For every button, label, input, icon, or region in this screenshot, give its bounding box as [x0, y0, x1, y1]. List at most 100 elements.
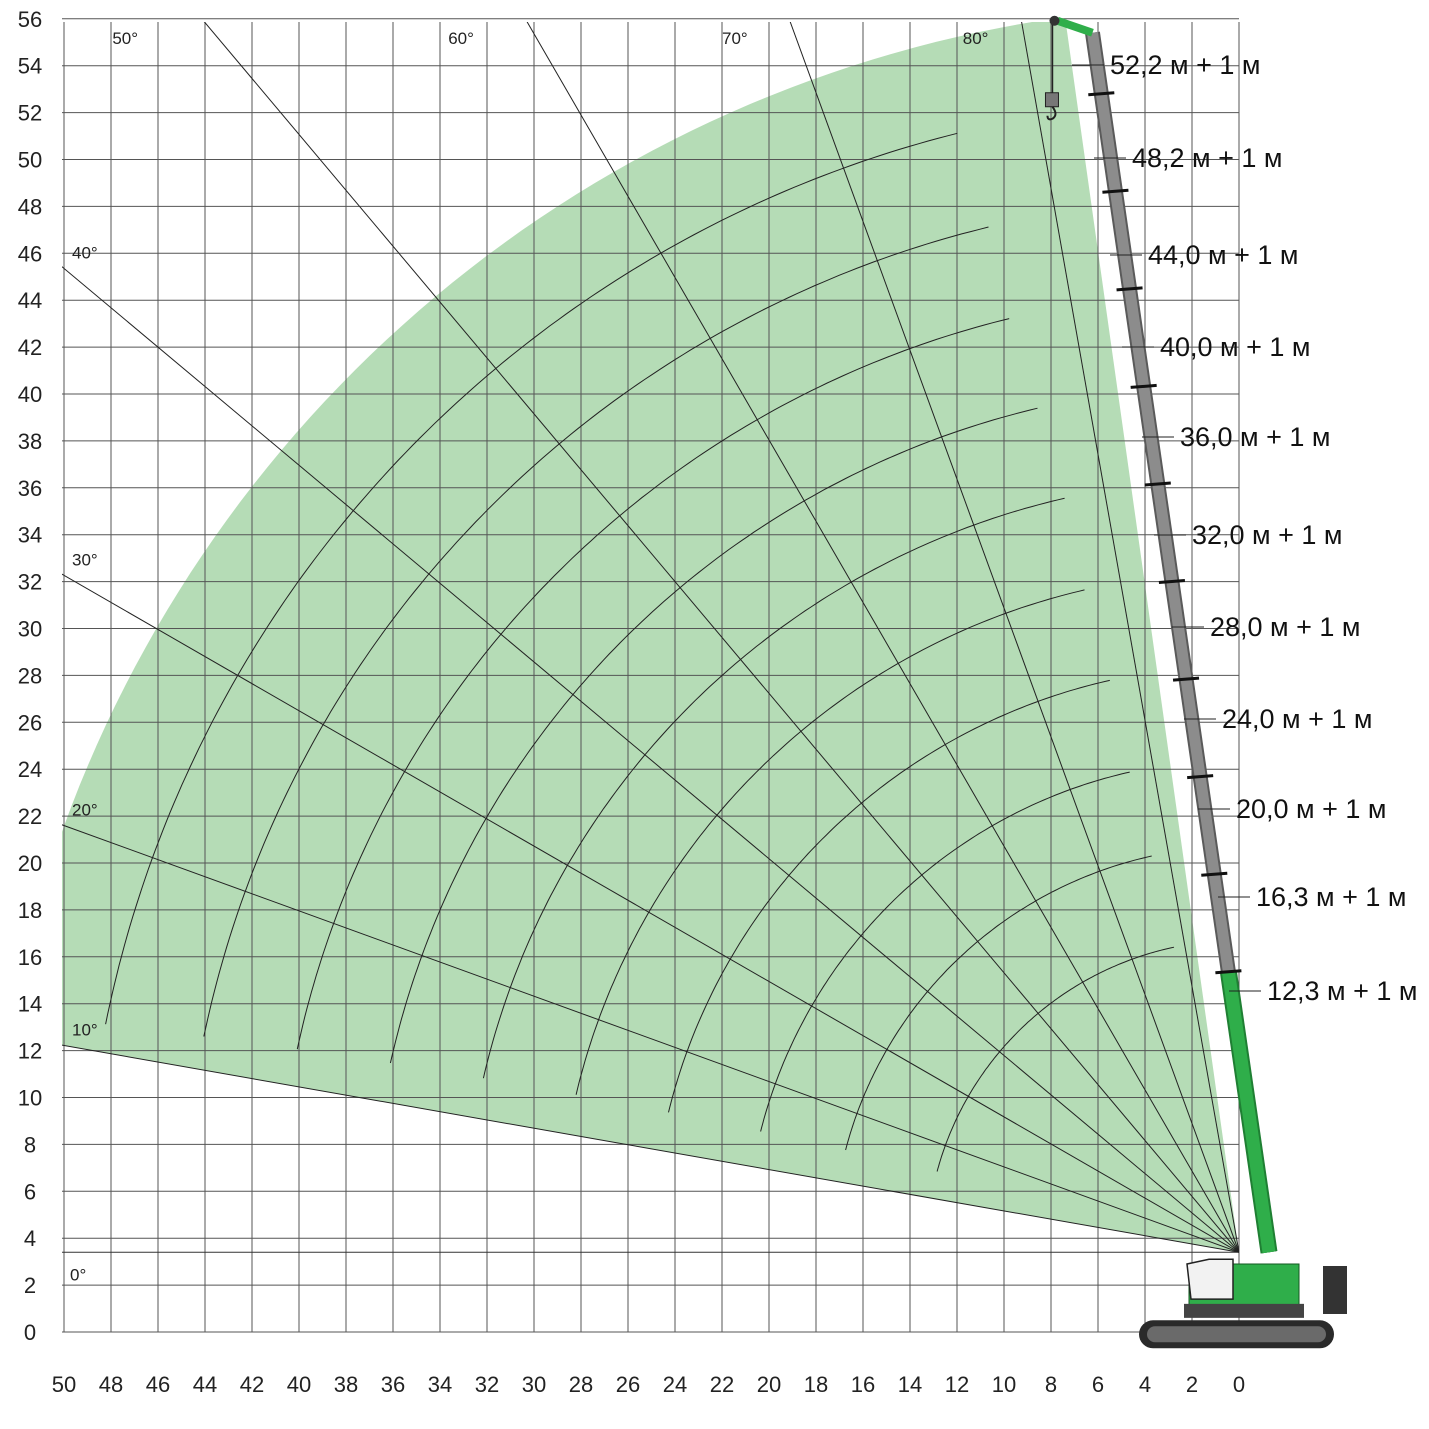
y-tick-label: 44 — [18, 288, 42, 313]
hook-block — [1044, 92, 1059, 108]
sheave — [1049, 15, 1060, 26]
y-tick-label: 28 — [18, 663, 42, 688]
y-tick-label: 38 — [18, 429, 42, 454]
y-tick-label: 56 — [18, 7, 42, 32]
y-tick-label: 8 — [24, 1132, 36, 1157]
y-tick-label: 0 — [24, 1320, 36, 1345]
angle-line — [62, 824, 1239, 1253]
x-tick-label: 46 — [146, 1372, 170, 1397]
y-tick-label: 36 — [18, 476, 42, 501]
x-tick-label: 8 — [1045, 1372, 1057, 1397]
boom-joint — [1130, 383, 1157, 389]
boom-length-label: 16,3 м + 1 м — [1256, 882, 1406, 912]
x-tick-label: 0 — [1233, 1372, 1245, 1397]
slewing-ring — [1184, 1303, 1304, 1318]
boom-arc — [105, 132, 958, 1025]
boom-joint — [1215, 969, 1242, 975]
y-tick-label: 50 — [18, 148, 42, 173]
x-tick-label: 18 — [804, 1372, 828, 1397]
y-tick-label: 20 — [18, 851, 42, 876]
y-tick-label: 10 — [18, 1086, 42, 1111]
x-tick-label: 24 — [663, 1372, 687, 1397]
y-tick-label: 4 — [24, 1226, 36, 1251]
boom-arc — [296, 318, 1010, 1050]
x-tick-label: 10 — [992, 1372, 1016, 1397]
boom-length-label: 12,3 м + 1 м — [1267, 976, 1417, 1006]
labels-layer: 50 48 46 44 42 40 38 36 34 32 30 28 26 24 22 20 18 16 14 12… — [18, 7, 1418, 1397]
y-tick-label: 40 — [18, 382, 42, 407]
angle-label: 80° — [963, 29, 989, 48]
working-area — [62, 22, 1239, 1253]
y-tick-label: 52 — [18, 101, 42, 126]
boom-length-label: 24,0 м + 1 м — [1222, 704, 1372, 734]
boom-length-label: 52,2 м + 1 м — [1110, 50, 1260, 80]
angle-label: 10° — [72, 1021, 98, 1040]
boom-length-label: 28,0 м + 1 м — [1210, 612, 1360, 642]
boom-joint — [1144, 481, 1171, 487]
counterweight-plate — [1329, 1265, 1335, 1314]
y-tick-label: 16 — [18, 945, 42, 970]
x-tick-label: 48 — [99, 1372, 123, 1397]
boom-joint — [1102, 188, 1129, 194]
x-tick-label: 50 — [52, 1372, 76, 1397]
counterweight-plate — [1323, 1265, 1329, 1314]
y-tick-label: 46 — [18, 241, 42, 266]
crane-drawing — [1044, 15, 1347, 1349]
y-tick-label: 26 — [18, 710, 42, 735]
angle-label: 0° — [70, 1265, 86, 1284]
x-tick-label: 6 — [1092, 1372, 1104, 1397]
boom-arcs-layer — [105, 132, 1175, 1172]
y-tick-label: 22 — [18, 804, 42, 829]
working-area-layer — [62, 22, 1239, 1253]
x-tick-label: 22 — [710, 1372, 734, 1397]
boom-arc — [389, 407, 1038, 1064]
angle-lines-layer — [62, 22, 1239, 1253]
x-tick-label: 28 — [569, 1372, 593, 1397]
x-tick-label: 32 — [475, 1372, 499, 1397]
boom-joint — [1201, 871, 1228, 877]
angle-line — [203, 22, 1239, 1253]
boom-joint — [1116, 286, 1143, 292]
x-tick-label: 12 — [945, 1372, 969, 1397]
boom-arc — [845, 855, 1152, 1151]
y-tick-label: 2 — [24, 1273, 36, 1298]
boom-length-label: 40,0 м + 1 м — [1160, 332, 1310, 362]
y-tick-label: 32 — [18, 570, 42, 595]
y-tick-label: 54 — [18, 54, 42, 79]
boom-base — [1221, 970, 1276, 1254]
x-tick-label: 40 — [287, 1372, 311, 1397]
angle-line — [1021, 22, 1239, 1253]
boom-length-label: 44,0 м + 1 м — [1148, 240, 1298, 270]
boom-arc — [760, 771, 1130, 1132]
angle-label: 70° — [722, 29, 748, 48]
x-tick-label: 34 — [428, 1372, 452, 1397]
operator-cab — [1186, 1258, 1234, 1300]
boom-arc — [482, 497, 1065, 1079]
angle-line — [62, 573, 1239, 1253]
boom-joint — [1088, 91, 1115, 97]
angle-label: 40° — [72, 243, 98, 262]
angle-line — [62, 1044, 1239, 1253]
boom-joint — [1187, 774, 1214, 780]
boom-length-label: 32,0 м + 1 м — [1192, 520, 1342, 550]
x-tick-label: 44 — [193, 1372, 217, 1397]
x-tick-label: 36 — [381, 1372, 405, 1397]
y-tick-label: 12 — [18, 1039, 42, 1064]
angle-line — [789, 22, 1239, 1253]
angle-line — [526, 22, 1239, 1253]
boom-arc — [575, 589, 1085, 1095]
y-tick-label: 42 — [18, 335, 42, 360]
counterweight-plate — [1335, 1265, 1341, 1314]
hook — [1046, 106, 1057, 121]
angle-line — [62, 266, 1239, 1253]
boom-length-label: 48,2 м + 1 м — [1132, 143, 1282, 173]
angle-label: 20° — [72, 801, 98, 820]
boom-length-label: 36,0 м + 1 м — [1180, 422, 1330, 452]
y-tick-label: 6 — [24, 1179, 36, 1204]
x-tick-label: 42 — [240, 1372, 264, 1397]
x-tick-label: 2 — [1186, 1372, 1198, 1397]
y-tick-label: 30 — [18, 617, 42, 642]
y-tick-label: 18 — [18, 898, 42, 923]
x-tick-label: 30 — [522, 1372, 546, 1397]
